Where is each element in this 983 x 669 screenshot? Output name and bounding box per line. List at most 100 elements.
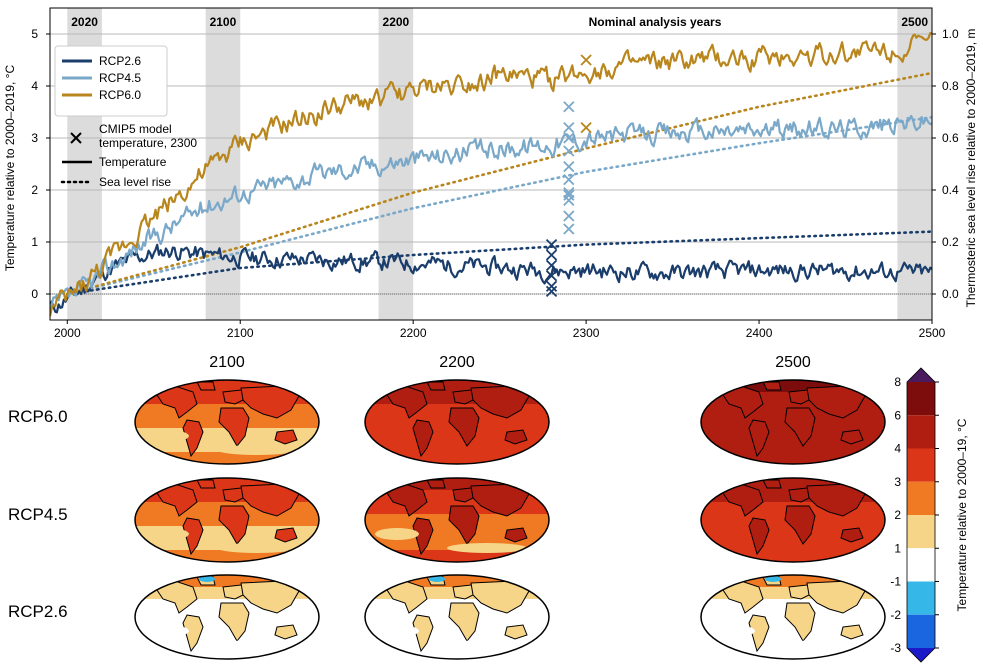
- sea-level-line-rcp26: [66, 230, 932, 296]
- map-outline: [364, 477, 550, 563]
- cmip5-marker-rcp45: [563, 145, 575, 157]
- colorbar-tick-label: 1: [894, 541, 901, 555]
- colorbar-tick-label: 3: [894, 475, 901, 489]
- colorbar-bins: [906, 367, 936, 663]
- colorbar-tick-label: -1: [890, 575, 901, 589]
- map-outline: [364, 574, 550, 660]
- legend-label-rcp26: RCP2.6: [99, 54, 141, 68]
- legend-label-sea-level: Sea level rise: [99, 175, 171, 189]
- map-grid: [134, 379, 886, 660]
- legend-label-cmip5: CMIP5 model temperature, 2300: [99, 122, 197, 150]
- y-tick-label: 3: [31, 131, 38, 145]
- x-tick-label: 2400: [746, 326, 773, 340]
- map-rcp45-2500: [700, 477, 886, 563]
- plot-frame: [49, 7, 933, 321]
- map-rcp26-2100: [134, 574, 320, 660]
- analysis-band-2500: [897, 8, 932, 320]
- temperature-line-rcp45: [50, 114, 932, 308]
- legend-cmip5-marker: [70, 132, 82, 144]
- timeseries-chart: 2020 2100 2200 2500 2000 2100 2200 2300 2400 250…: [3, 7, 978, 340]
- x-axis: 2000 2100 2200 2300 2400 2500: [54, 320, 946, 340]
- y2-tick-label: 0.8: [942, 79, 959, 93]
- legend: RCP2.6 RCP4.5 RCP6.0 CMIP5 model tempera…: [54, 45, 197, 189]
- temperature-line-rcp60: [50, 31, 932, 317]
- map-outline: [134, 477, 320, 563]
- cmip5-marker-rcp45: [563, 223, 575, 235]
- map-row-label-1: RCP6.0: [8, 407, 68, 426]
- colorbar-extend-under: [907, 648, 935, 662]
- legend-box: [54, 45, 168, 117]
- map-outline: [134, 379, 320, 465]
- colorbar-bin: [907, 382, 935, 416]
- sea-level-line-rcp60: [66, 71, 932, 296]
- cmip5-marker-rcp45: [563, 101, 575, 113]
- y-tick-label: 0: [31, 287, 38, 301]
- y2-tick-label: 1.0: [942, 27, 959, 41]
- colorbar: 8 6 4 3 2 1 -1 -2 -3 Temperature relative to 200…: [890, 367, 969, 663]
- analysis-band-label-2500: 2500: [901, 15, 928, 29]
- map-outline: [700, 379, 886, 465]
- x-tick-label: 2500: [919, 326, 946, 340]
- map-rcp26-2200: [364, 574, 550, 660]
- cmip5-marker-rcp45: [563, 194, 575, 207]
- cmip5-marker-rcp26: [545, 238, 558, 251]
- cmip5-marker-rcp26: [545, 280, 558, 292]
- colorbar-bin: [907, 415, 935, 449]
- cmip5-marker-rcp45: [563, 132, 575, 144]
- map-rcp60-2500: [700, 379, 886, 465]
- colorbar-tick-label: 2: [894, 508, 901, 522]
- map-row-label-2: RCP4.5: [8, 505, 68, 524]
- y2-tick-label: 0.2: [942, 235, 959, 249]
- colorbar-ticks: 8 6 4 3 2 1 -1 -2 -3: [890, 375, 939, 655]
- cmip5-marker-rcp45: [563, 189, 575, 201]
- map-outline: [700, 574, 886, 660]
- colorbar-tick-label: 8: [894, 375, 901, 389]
- cmip5-marker-rcp26: [545, 270, 558, 282]
- legend-label-temperature: Temperature: [99, 155, 167, 169]
- map-outline: [134, 574, 320, 660]
- colorbar-bin: [907, 614, 935, 648]
- colorbar-bin: [907, 515, 935, 549]
- analysis-band-label-2100: 2100: [210, 15, 237, 29]
- y2-tick-label: 0.4: [942, 183, 959, 197]
- y-tick-label: 4: [31, 79, 38, 93]
- cmip5-marker-rcp45: [563, 173, 575, 186]
- colorbar-label: Temperature relative to 2000–19, °C: [955, 418, 969, 611]
- colorbar-tick-label: -3: [890, 641, 901, 655]
- y2-axis-label: Thermosteric sea level rise relative to …: [964, 29, 978, 308]
- y-tick-label: 5: [31, 27, 38, 41]
- map-rcp45-2100: [134, 477, 320, 563]
- cmip5-marker-rcp26: [545, 249, 558, 261]
- map-column-title-3: 2500: [775, 354, 811, 371]
- map-rcp60-2100: [134, 379, 320, 465]
- analysis-band-label-2200: 2200: [383, 15, 410, 29]
- y-axis-label: Temperature relative to 2000–2019, °C: [3, 65, 17, 272]
- y2-tick-label: 0.6: [942, 131, 959, 145]
- map-row-label-3: RCP2.6: [8, 602, 68, 621]
- cmip5-marker-rcp60: [580, 54, 592, 66]
- colorbar-bin: [907, 548, 935, 582]
- temperature-line-rcp26: [50, 243, 932, 314]
- map-column-title-2: 2200: [439, 354, 475, 371]
- map-column-title-1: 2100: [209, 354, 245, 371]
- colorbar-extend-over: [907, 368, 935, 382]
- colorbar-tick-label: 6: [894, 408, 901, 422]
- sea-level-lines: [66, 71, 932, 296]
- y-axis-temperature: 0 1 2 3 4 5: [31, 27, 50, 301]
- gridlines: [50, 33, 932, 295]
- y-axis-sea-level: 0.0 0.2 0.4 0.6 0.8 1.0: [932, 27, 959, 301]
- x-tick-label: 2200: [400, 326, 427, 340]
- cmip5-marker-rcp26: [545, 285, 558, 298]
- colorbar-bin: [907, 481, 935, 515]
- sea-level-line-rcp45: [66, 115, 932, 296]
- y2-tick-label: 0.0: [942, 287, 959, 301]
- cmip5-marker-rcp45: [563, 121, 575, 134]
- y-tick-label: 2: [31, 183, 38, 197]
- map-outline: [700, 477, 886, 563]
- analysis-band-label-2020: 2020: [71, 15, 98, 29]
- analysis-annotation: Nominal analysis years: [589, 15, 722, 29]
- map-rcp60-2200: [364, 379, 550, 465]
- x-tick-label: 2100: [227, 326, 254, 340]
- analysis-bands: 2020 2100 2200 2500: [67, 8, 932, 320]
